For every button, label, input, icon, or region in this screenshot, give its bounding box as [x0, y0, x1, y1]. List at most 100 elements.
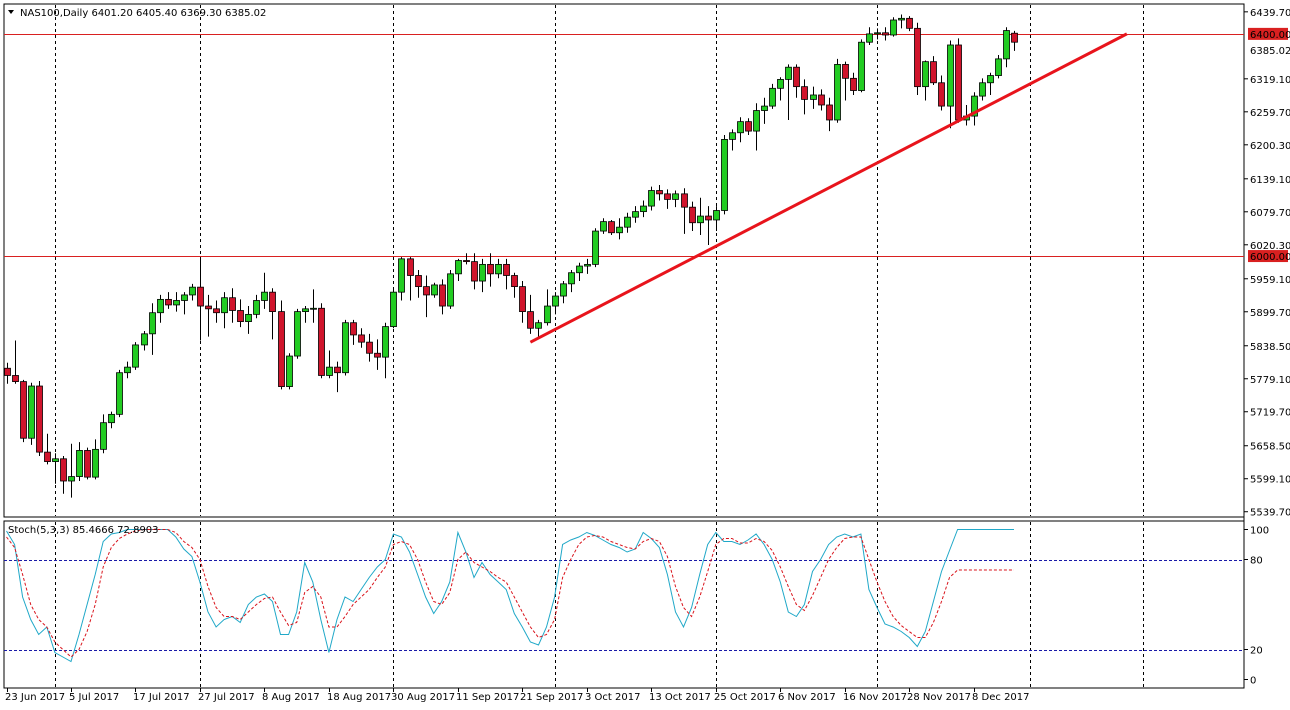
candle	[76, 442, 83, 482]
y-tick-label: 6079.70	[1250, 208, 1290, 219]
candle	[431, 282, 438, 298]
candle	[407, 257, 414, 301]
candle-body	[769, 87, 776, 107]
candle-body	[447, 273, 454, 307]
candle-body	[745, 121, 752, 132]
candle	[229, 288, 236, 323]
x-tick-label: 25 Oct 2017	[714, 692, 776, 703]
candle	[922, 60, 929, 101]
candle	[189, 283, 196, 301]
candle-body	[874, 32, 881, 35]
candle	[149, 303, 156, 355]
candle	[737, 117, 744, 143]
candle	[527, 294, 534, 334]
trendline-segment	[529, 32, 1128, 344]
candle	[318, 303, 325, 379]
candle	[584, 258, 591, 274]
candle-body	[205, 305, 212, 310]
candle-body	[568, 272, 575, 285]
level-label-box	[1248, 250, 1288, 263]
candle	[890, 17, 897, 37]
candle	[165, 292, 172, 309]
candle-body	[793, 66, 800, 88]
candle-body	[882, 32, 889, 36]
candle	[971, 92, 978, 126]
candle	[616, 218, 623, 240]
candle	[286, 353, 293, 390]
x-tick-label: 18 Aug 2017	[327, 692, 391, 703]
x-tick-label: 11 Sep 2017	[456, 692, 519, 703]
candle	[866, 27, 873, 45]
candle-body	[608, 221, 615, 234]
x-tick-label: 6 Nov 2017	[778, 692, 836, 703]
candle	[729, 129, 736, 151]
candle-body	[729, 132, 736, 140]
candle-body	[237, 310, 244, 322]
candle-body	[261, 291, 268, 301]
candle	[834, 58, 841, 123]
current-price-box	[1248, 44, 1288, 57]
stoch-main-line	[6, 529, 1014, 663]
y-tick-label: 5658.50	[1250, 442, 1290, 453]
candle-body	[390, 291, 397, 327]
y-tick-label: 5779.10	[1250, 375, 1290, 386]
candle-body	[68, 476, 75, 482]
candle	[261, 272, 268, 309]
candle-body	[987, 75, 994, 84]
candle-body	[826, 104, 833, 121]
candle	[487, 253, 494, 287]
candle-body	[173, 300, 180, 306]
candle	[640, 200, 647, 218]
candle-body	[519, 286, 526, 313]
candle-body	[382, 326, 389, 358]
candle-body	[100, 422, 107, 450]
y-tick-label: 6139.10	[1250, 175, 1290, 186]
candle	[439, 279, 446, 315]
candle-body	[141, 333, 148, 346]
candle-body	[124, 366, 131, 374]
candle	[358, 328, 365, 348]
trendline[interactable]	[529, 32, 1128, 344]
candle	[60, 456, 67, 494]
candle-body	[584, 263, 591, 267]
candle	[568, 269, 575, 293]
x-tick-label: 8 Dec 2017	[972, 692, 1030, 703]
candle-body	[197, 286, 204, 307]
x-tick-label: 8 Aug 2017	[262, 692, 320, 703]
candle-body	[600, 221, 607, 232]
candle-body	[294, 311, 301, 357]
candle-body	[890, 19, 897, 36]
candle	[930, 56, 937, 85]
candle	[495, 258, 502, 279]
candle	[721, 134, 728, 215]
candle-body	[995, 58, 1002, 76]
candle-body	[132, 344, 139, 368]
candle	[342, 319, 349, 376]
stochastic-panel: 0 20 80 100	[4, 526, 1269, 687]
current-price-label: 6385.02	[1250, 46, 1290, 57]
candle	[12, 340, 19, 384]
candle	[785, 64, 792, 120]
menu-arrow-icon[interactable]	[8, 10, 14, 14]
stoch-tick-label: 80	[1250, 556, 1263, 567]
candle-body	[431, 284, 438, 296]
x-tick-label: 17 Jul 2017	[133, 692, 190, 703]
candle	[672, 190, 679, 208]
candle-body	[1003, 30, 1010, 60]
candle	[124, 361, 131, 379]
candle	[52, 453, 59, 484]
candle-body	[503, 263, 510, 276]
candle	[914, 22, 921, 95]
candle-body	[76, 450, 83, 477]
candle	[947, 40, 954, 129]
candle	[938, 75, 945, 111]
y-tick-label: 6319.10	[1250, 75, 1290, 86]
candle	[592, 228, 599, 268]
candle	[382, 322, 389, 379]
candle	[955, 38, 962, 123]
y-tick-label: 5959.10	[1250, 275, 1290, 286]
y-tick-label: 6200.30	[1250, 141, 1290, 152]
y-tick-label: 5899.70	[1250, 308, 1290, 319]
candle-body	[44, 451, 51, 462]
